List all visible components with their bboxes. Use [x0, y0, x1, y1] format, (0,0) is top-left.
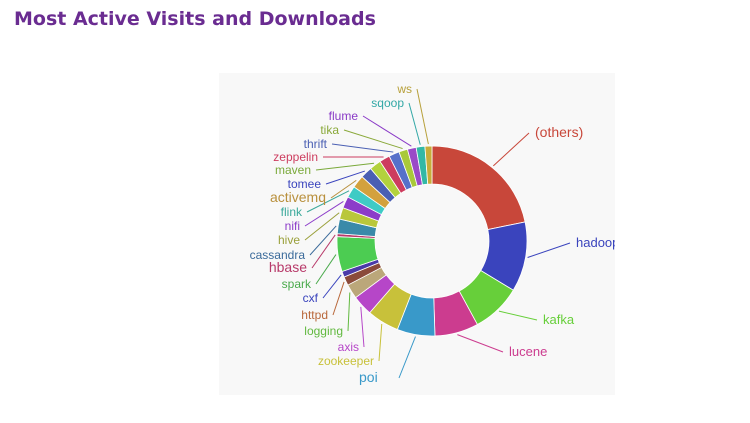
- leader-line-tika: [343, 129, 403, 150]
- slice-label-flume: flume: [329, 109, 359, 123]
- slice-label-poi: poi: [359, 369, 378, 385]
- slice-label-zeppelin: zeppelin: [273, 150, 318, 164]
- slice-label-thrift: thrift: [304, 137, 328, 151]
- slice-label-activemq: activemq: [270, 189, 326, 205]
- leader-line-cxf: [322, 274, 342, 299]
- slice-label-cxf: cxf: [303, 291, 319, 305]
- leader-line-httpd: [332, 281, 345, 316]
- leader-line-hadoop: [527, 242, 571, 258]
- slice-label-others: (others): [535, 124, 583, 140]
- slices-layer: [336, 145, 528, 337]
- slice-label-spark: spark: [282, 277, 312, 291]
- leader-line-cassandra: [309, 225, 337, 256]
- leader-line-tomee: [325, 170, 365, 185]
- slice-others[interactable]: [431, 145, 526, 231]
- leader-line-axis: [360, 306, 365, 348]
- leader-line-poi: [398, 336, 416, 379]
- leader-line-logging: [347, 292, 351, 332]
- chart-frame: (others) hadoop kafka lucene poizookeeperaxi…: [219, 73, 615, 395]
- slice-label-logging: logging: [304, 324, 343, 338]
- slice-label-tomee: tomee: [288, 177, 322, 191]
- slice-label-cassandra: cassandra: [250, 248, 306, 262]
- leader-line-thrift: [331, 143, 394, 153]
- slice-label-nifi: nifi: [285, 219, 300, 233]
- leader-line-spark: [315, 254, 337, 285]
- slice-label-tika: tika: [320, 123, 339, 137]
- slice-ws[interactable]: [424, 145, 433, 185]
- slice-label-sqoop: sqoop: [371, 96, 404, 110]
- slice-label-maven: maven: [275, 163, 311, 177]
- slice-label-hive: hive: [278, 233, 300, 247]
- leader-line-flume: [362, 115, 412, 147]
- leader-line-others: [492, 132, 530, 167]
- leader-line-flink: [306, 190, 350, 213]
- leader-line-maven: [315, 162, 375, 171]
- page-title: Most Active Visits and Downloads: [14, 8, 376, 30]
- slice-label-httpd: httpd: [301, 308, 328, 322]
- leader-line-activemq: [330, 179, 357, 199]
- leader-line-nifi: [304, 201, 344, 227]
- leader-line-kafka: [498, 310, 538, 321]
- slice-label-axis: axis: [338, 340, 359, 354]
- slice-label-zookeeper: zookeeper: [318, 354, 374, 368]
- leader-lines-layer: [304, 88, 571, 379]
- leader-line-ws: [416, 88, 429, 145]
- leader-line-sqoop: [408, 102, 421, 145]
- labels-layer: (others) hadoop kafka lucene poizookeeperaxi…: [250, 82, 615, 385]
- slice-label-ws: ws: [396, 82, 412, 96]
- slice-label-hadoop: hadoop: [576, 235, 615, 250]
- leader-line-zookeeper: [378, 323, 383, 362]
- leader-line-hbase: [311, 234, 336, 269]
- slice-label-lucene: lucene: [509, 344, 547, 359]
- slice-label-flink: flink: [281, 205, 303, 219]
- slice-label-hbase: hbase: [269, 259, 307, 275]
- slice-label-kafka: kafka: [543, 312, 575, 327]
- leader-line-lucene: [457, 334, 504, 353]
- leader-line-hive: [304, 212, 340, 241]
- donut-chart: (others) hadoop kafka lucene poizookeeperaxi…: [250, 82, 615, 385]
